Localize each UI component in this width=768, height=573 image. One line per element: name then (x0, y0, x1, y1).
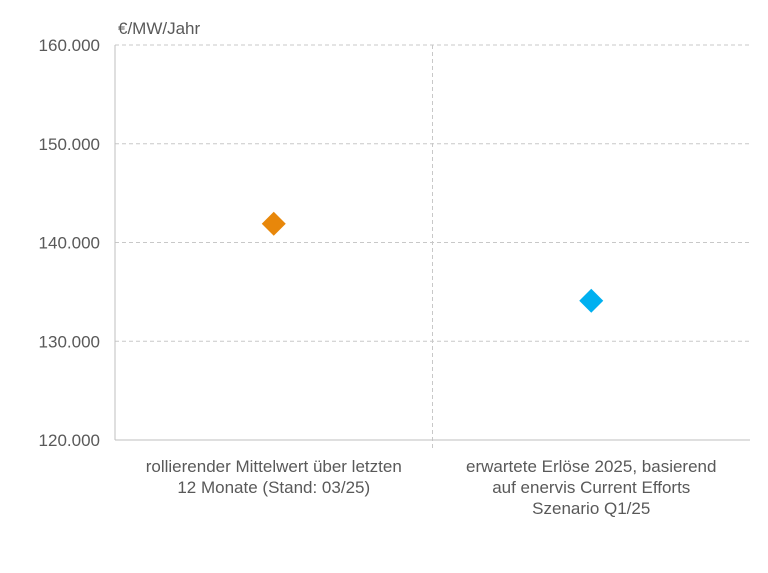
y-tick-label: 120.000 (39, 431, 100, 450)
data-point-diamond (579, 288, 604, 313)
y-axis-label: €/MW/Jahr (118, 19, 201, 38)
x-tick-label: 12 Monate (Stand: 03/25) (177, 478, 370, 497)
x-tick-label: auf enervis Current Efforts (492, 478, 690, 497)
y-tick-label: 130.000 (39, 332, 100, 351)
y-tick-label: 160.000 (39, 36, 100, 55)
x-tick-label: Szenario Q1/25 (532, 499, 650, 518)
y-tick-label: 150.000 (39, 135, 100, 154)
y-tick-label: 140.000 (39, 234, 100, 253)
data-point-diamond (261, 211, 286, 236)
x-tick-label: rollierender Mittelwert über letzten (146, 457, 402, 476)
x-tick-label: erwartete Erlöse 2025, basierend (466, 457, 716, 476)
